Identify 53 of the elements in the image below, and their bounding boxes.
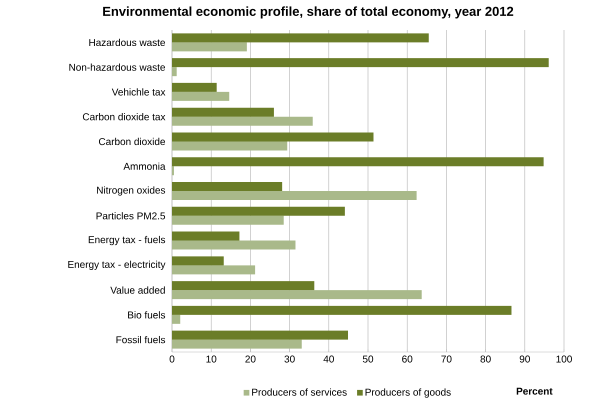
bar — [172, 206, 345, 216]
y-tick-label: Bio fuels — [128, 311, 166, 319]
bar — [172, 306, 512, 315]
y-tick-label: Energy tax - fuels — [88, 236, 166, 246]
bar — [172, 132, 374, 142]
bar — [172, 182, 282, 192]
bar — [172, 141, 288, 150]
y-tick-label: Energy tax - electricity — [68, 260, 166, 270]
x-tick-label: 70 — [441, 356, 452, 363]
bar — [172, 116, 313, 126]
bar — [172, 290, 422, 300]
y-tick-label: Nitrogen oxides — [97, 186, 166, 196]
bar — [172, 42, 247, 52]
bar — [172, 281, 314, 290]
y-tick-label: Vehichle tax — [112, 88, 166, 96]
x-tick-label: 50 — [362, 356, 374, 363]
chart-title: Environmental economic profile, share of total economy, year 2012 — [103, 6, 514, 19]
y-tick-label: Non-hazardous waste — [69, 63, 166, 71]
bar — [172, 33, 429, 42]
bar — [172, 240, 296, 250]
x-axis-title: Percent — [516, 388, 553, 395]
bar — [172, 157, 544, 166]
y-tick-label: Fossil fuels — [116, 336, 166, 344]
y-tick-label: Carbon dioxide — [98, 138, 166, 146]
bar — [172, 256, 224, 266]
bar — [172, 216, 284, 225]
x-tick-label: 0 — [170, 356, 174, 363]
x-tick-label: 10 — [206, 356, 216, 363]
x-tick-label: 80 — [480, 356, 491, 363]
y-tick-label: Ammonia — [123, 162, 166, 170]
x-tick-label: 40 — [323, 356, 334, 363]
bar — [172, 67, 177, 76]
bar — [172, 340, 302, 349]
y-tick-label: Value added — [110, 286, 165, 294]
legend-label: Producers of goods — [366, 388, 451, 398]
bar — [172, 92, 230, 101]
y-tick-label: Particles PM2.5 — [96, 212, 166, 220]
bar — [172, 330, 348, 340]
bar — [172, 232, 240, 241]
bar — [172, 82, 217, 92]
x-tick-label: 20 — [245, 356, 256, 363]
bar — [172, 108, 274, 117]
x-tick-label: 100 — [556, 356, 572, 363]
y-tick-label: Hazardous waste — [89, 38, 166, 46]
x-tick-label: 90 — [520, 356, 530, 363]
bar — [172, 314, 180, 324]
x-tick-label: 60 — [402, 356, 412, 363]
bar — [172, 58, 549, 68]
x-tick-label: 30 — [284, 356, 295, 363]
y-tick-label: Carbon dioxide tax — [82, 113, 166, 120]
legend-label: Producers of services — [252, 388, 347, 396]
bar — [172, 265, 256, 274]
bar — [172, 191, 417, 200]
